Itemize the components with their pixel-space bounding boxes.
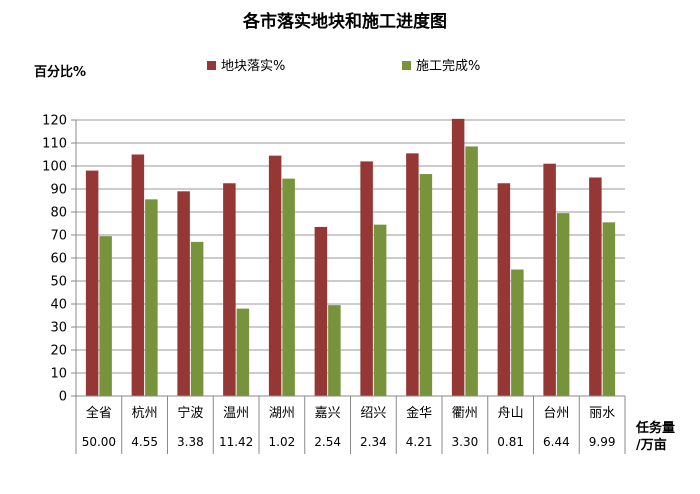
- category-label-8: 衢州: [452, 406, 478, 421]
- y-tick-label-7: 70: [50, 229, 67, 244]
- task-value-2: 3.38: [177, 435, 204, 449]
- category-label-11: 丽水: [589, 406, 615, 421]
- category-label-10: 台州: [543, 406, 569, 421]
- data-table: 全省 50.00 杭州 4.55 宁波 3.38 温州 11.42 湖州 1.02 嘉兴 2.54 绍兴…: [75, 395, 626, 454]
- y-tick-label-8: 80: [50, 206, 67, 221]
- y-tick-label-9: 90: [50, 183, 67, 198]
- task-value-11: 9.99: [589, 435, 616, 449]
- task-value-0: 50.00: [82, 435, 116, 449]
- bars: [85, 118, 616, 396]
- legend-swatch-land: [207, 61, 216, 70]
- category-label-1: 杭州: [132, 406, 158, 421]
- bar-land-6: [360, 161, 373, 396]
- bar-land-8: [451, 118, 465, 396]
- task-value-6: 2.34: [360, 435, 387, 449]
- task-value-8: 3.30: [452, 435, 479, 449]
- task-value-10: 6.44: [543, 435, 570, 449]
- legend-label-land: 地块落实%: [221, 59, 285, 74]
- y-tick-label-4: 40: [50, 298, 67, 313]
- bar-land-0: [85, 170, 99, 396]
- bar-construction-7: [419, 174, 433, 396]
- legend-label-construction: 施工完成%: [416, 59, 480, 74]
- task-value-7: 4.21: [406, 435, 433, 449]
- chart-title: 各市落实地块和施工进度图: [242, 11, 447, 32]
- bar-land-7: [406, 153, 419, 396]
- bar-construction-10: [556, 213, 570, 396]
- legend-swatch-construction: [402, 61, 411, 70]
- category-label-3: 温州: [223, 406, 249, 421]
- bar-land-1: [131, 154, 145, 396]
- bar-land-10: [543, 163, 556, 396]
- bar-construction-9: [511, 269, 524, 396]
- y-tick-label-10: 100: [42, 160, 67, 175]
- bar-construction-8: [465, 146, 478, 396]
- bar-land-2: [177, 191, 190, 396]
- bar-construction-6: [373, 224, 387, 396]
- category-label-5: 嘉兴: [315, 406, 341, 421]
- bar-construction-2: [190, 241, 204, 396]
- y-tick-label-5: 50: [50, 275, 67, 290]
- category-label-0: 全省: [86, 405, 112, 421]
- y-tick-label-0: 0: [59, 390, 67, 405]
- bar-construction-3: [236, 308, 250, 396]
- bar-land-4: [268, 155, 282, 396]
- task-row-label-line1: 任务量: [635, 420, 675, 436]
- bar-construction-5: [328, 305, 341, 396]
- bar-land-5: [314, 226, 328, 396]
- y-tick-label-1: 10: [50, 367, 67, 382]
- category-label-7: 金华: [406, 405, 432, 421]
- y-tick-label-6: 60: [50, 252, 67, 267]
- bar-construction-1: [145, 199, 158, 396]
- bar-land-9: [497, 183, 511, 396]
- bar-construction-4: [282, 178, 295, 396]
- y-tick-label-11: 110: [42, 137, 67, 152]
- y-tick-label-2: 20: [50, 344, 67, 359]
- y-axis-label: 百分比%: [34, 64, 86, 80]
- task-row-label-line2: /万亩: [636, 437, 667, 453]
- gridlines: [76, 119, 625, 397]
- category-label-4: 湖州: [269, 406, 295, 421]
- task-value-9: 0.81: [497, 435, 524, 449]
- task-value-3: 11.42: [219, 435, 253, 449]
- y-axis-ticks: 0 10 20 30 40 50 60 70 80 90 100 110 120: [42, 114, 77, 454]
- bar-land-3: [223, 183, 236, 396]
- task-value-5: 2.54: [314, 435, 341, 449]
- task-value-4: 1.02: [269, 435, 296, 449]
- bar-construction-0: [99, 236, 112, 396]
- y-tick-label-12: 120: [42, 114, 67, 129]
- category-label-2: 宁波: [177, 405, 203, 421]
- legend: 地块落实% 施工完成%: [207, 59, 480, 74]
- y-tick-label-3: 30: [50, 321, 67, 336]
- category-label-9: 舟山: [498, 406, 524, 421]
- category-label-6: 绍兴: [360, 406, 386, 421]
- bar-construction-11: [602, 222, 616, 396]
- task-value-1: 4.55: [131, 435, 158, 449]
- bar-land-11: [589, 177, 602, 396]
